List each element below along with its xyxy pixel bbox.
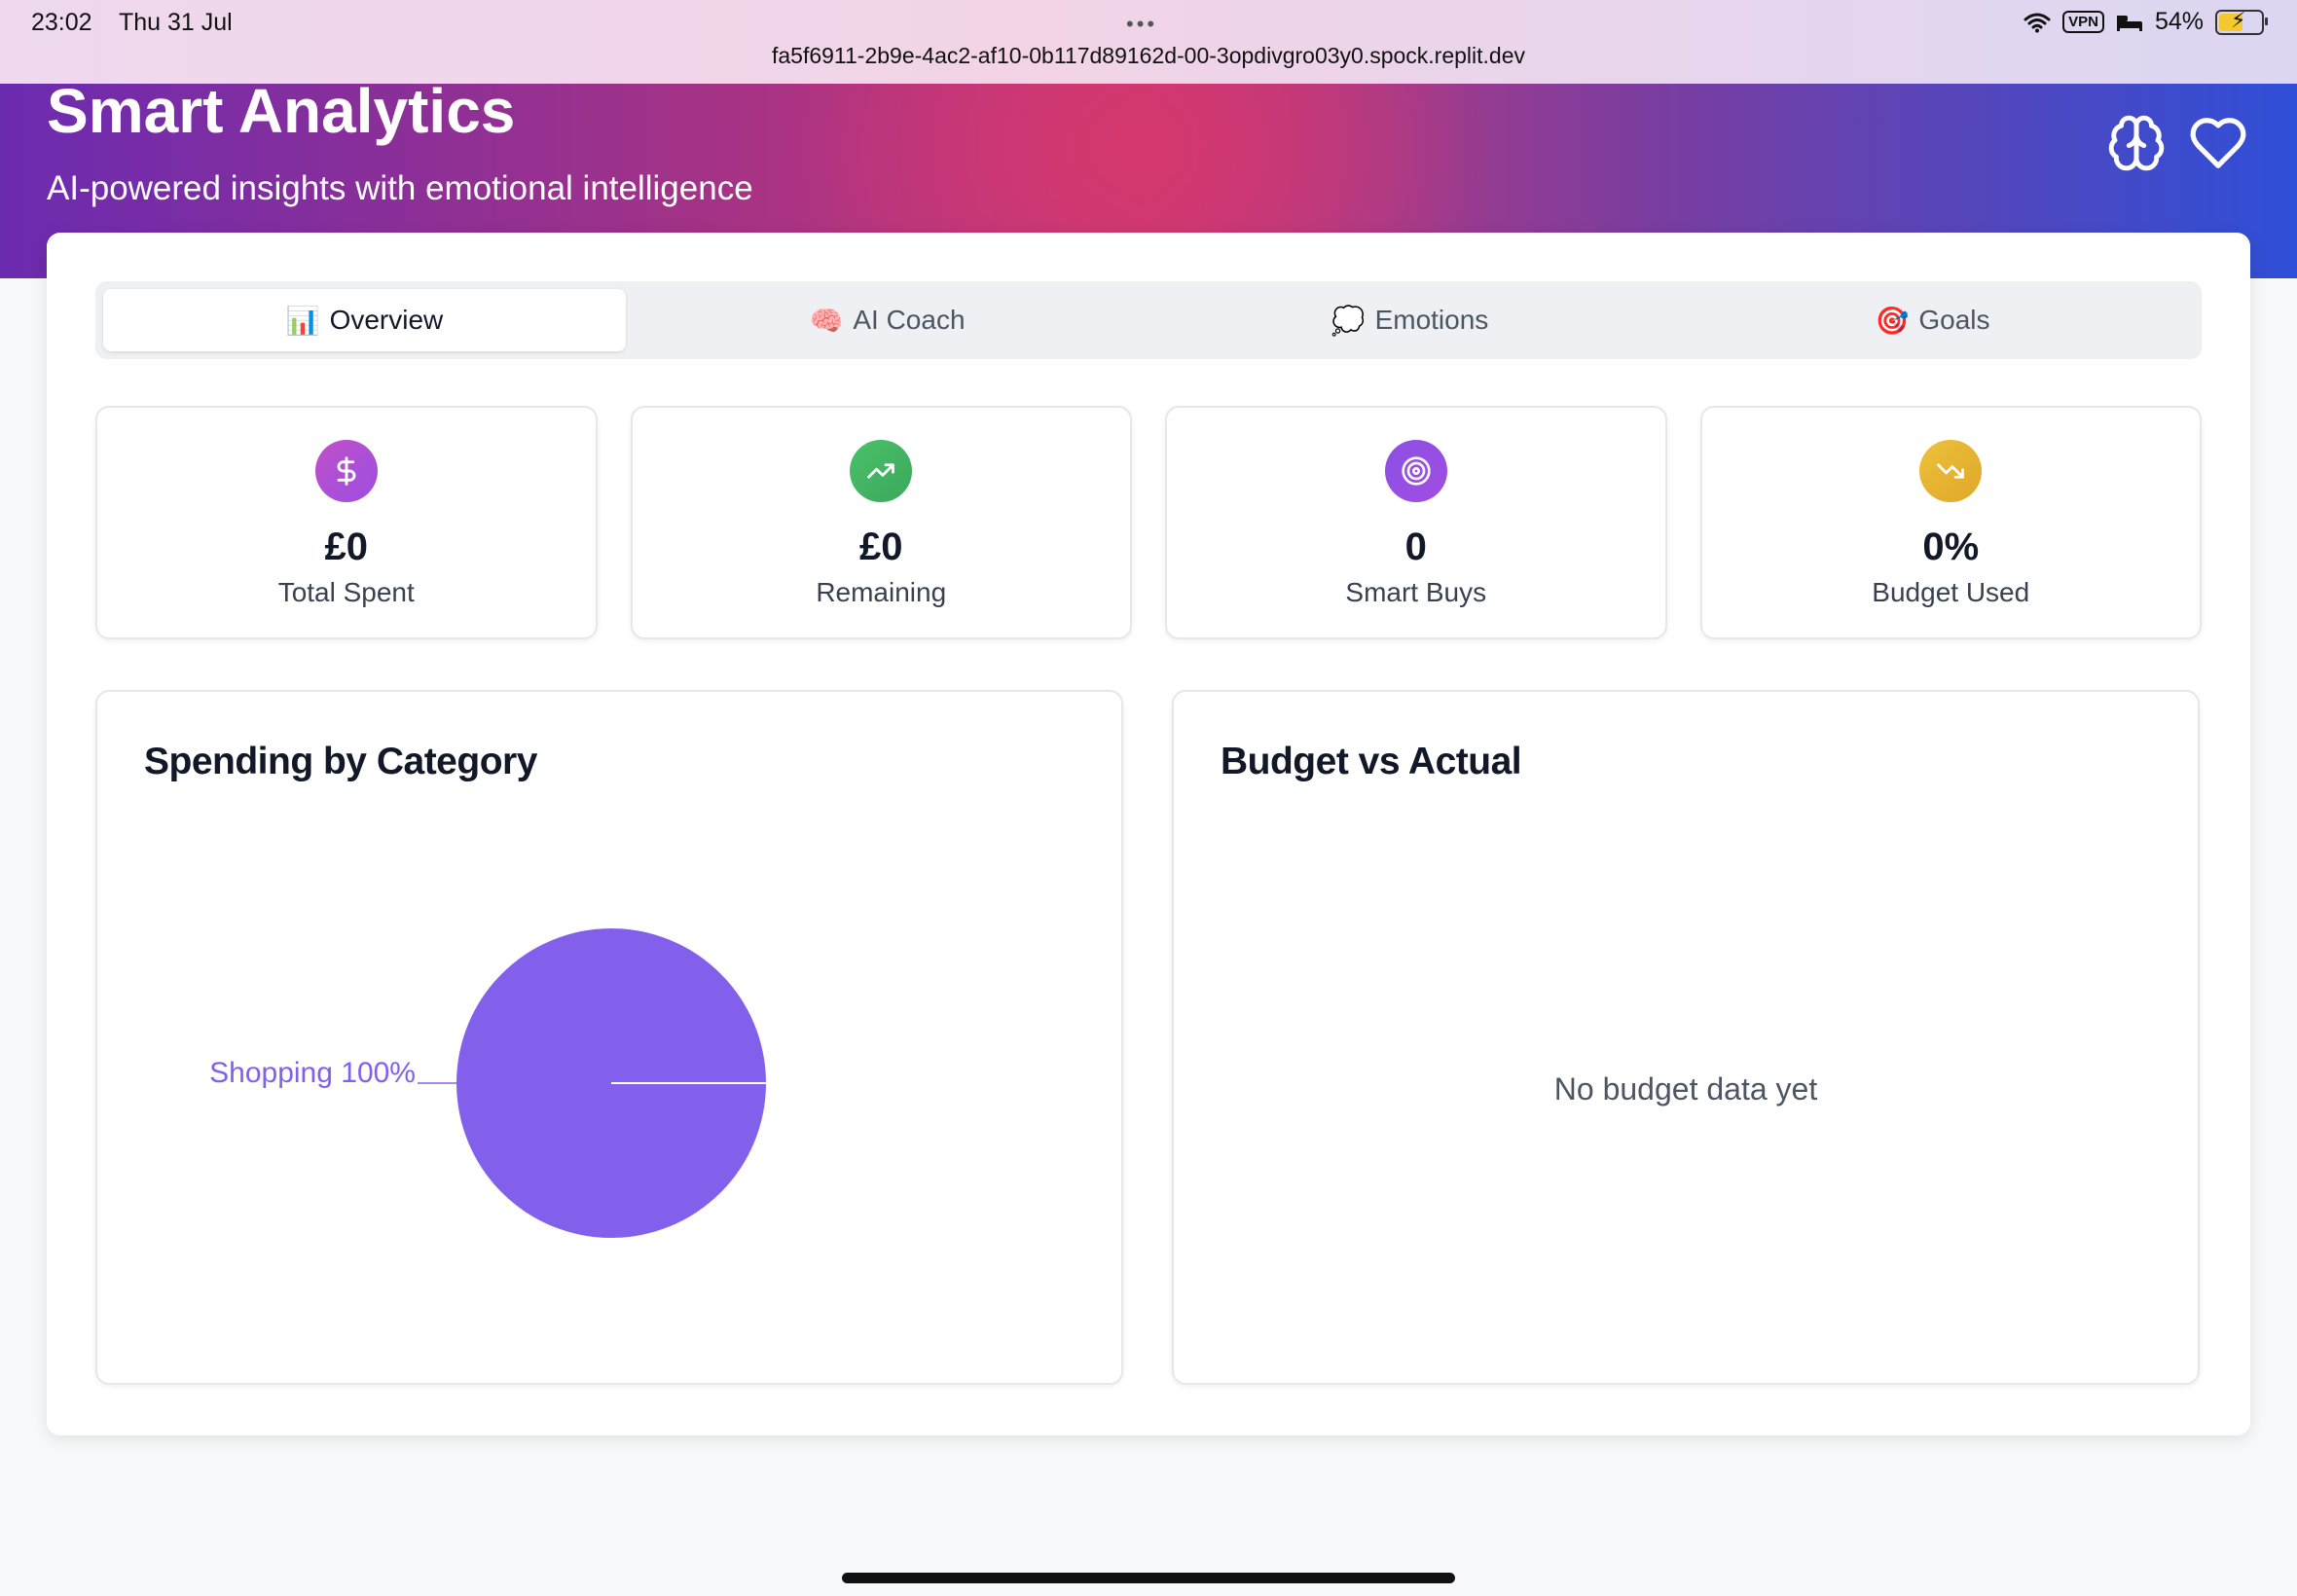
header-icons [2106,113,2248,173]
bed-icon [2116,15,2142,31]
stat-remaining: £0 Remaining [630,406,1132,639]
target-icon [1384,440,1447,502]
tab-bar: 📊 Overview 🧠 AI Coach 💭 Emotions 🎯 Goals [95,281,2202,359]
spending-by-category-panel: Spending by Category Shopping 100% [95,690,1123,1385]
stat-smart-buys: 0 Smart Buys [1165,406,1667,639]
stat-value: £0 [859,526,903,568]
stat-label: Smart Buys [1345,577,1487,607]
wifi-icon [2024,13,2051,32]
tab-label: Overview [329,305,444,335]
brain-emoji-icon: 🧠 [809,305,844,336]
vpn-badge: VPN [2062,11,2104,33]
bar-chart-icon: 📊 [285,305,320,336]
stat-value: 0% [1922,526,1980,568]
battery-icon: ⚡ [2215,8,2268,35]
brain-icon[interactable] [2106,113,2167,173]
stats-row: £0 Total Spent £0 Remaining 0 Smart Buys… [95,406,2202,639]
page-title: Smart Analytics [47,76,516,146]
tab-label: AI Coach [853,305,966,335]
stat-total-spent: £0 Total Spent [95,406,598,639]
panel-title: Spending by Category [144,741,537,782]
url-bar[interactable]: fa5f6911-2b9e-4ac2-af10-0b117d89162d-00-… [771,43,1526,68]
budget-vs-actual-panel: Budget vs Actual No budget data yet [1172,690,2200,1385]
thought-bubble-icon: 💭 [1331,305,1366,336]
tab-label: Goals [1918,305,1990,335]
trending-down-icon [1919,440,1983,502]
status-time: 23:02 [31,9,92,36]
tab-goals[interactable]: 🎯 Goals [1671,289,2194,351]
analytics-card: 📊 Overview 🧠 AI Coach 💭 Emotions 🎯 Goals… [47,233,2250,1435]
empty-state-message: No budget data yet [1553,1071,1818,1106]
status-date: Thu 31 Jul [119,9,233,36]
stat-label: Budget Used [1872,577,2030,607]
tab-emotions[interactable]: 💭 Emotions [1148,289,1671,351]
dollar-icon [314,440,378,502]
battery-percent: 54% [2154,8,2204,35]
status-bar: 23:02 Thu 31 Jul ••• fa5f6911-2b9e-4ac2-… [0,0,2297,84]
stat-budget-used: 0% Budget Used [1699,406,2202,639]
page-subtitle: AI-powered insights with emotional intel… [47,169,753,207]
target-emoji-icon: 🎯 [1875,305,1910,336]
stat-label: Total Spent [277,577,415,607]
tab-ai-coach[interactable]: 🧠 AI Coach [626,289,1148,351]
status-indicators: VPN 54% ⚡ [2024,8,2268,36]
home-indicator[interactable] [842,1573,1455,1583]
stat-value: £0 [324,526,369,568]
heart-icon[interactable] [2188,113,2248,173]
panel-title: Budget vs Actual [1221,741,1522,782]
trending-up-icon [850,440,913,502]
pie-label: Shopping 100% [209,1057,416,1089]
tab-label: Emotions [1374,305,1489,335]
stat-value: 0 [1404,526,1427,568]
pie-chart: Shopping 100% [209,928,766,1238]
stat-label: Remaining [816,577,947,607]
tab-overview[interactable]: 📊 Overview [103,289,626,351]
multitask-dots[interactable]: ••• [1126,12,1158,36]
